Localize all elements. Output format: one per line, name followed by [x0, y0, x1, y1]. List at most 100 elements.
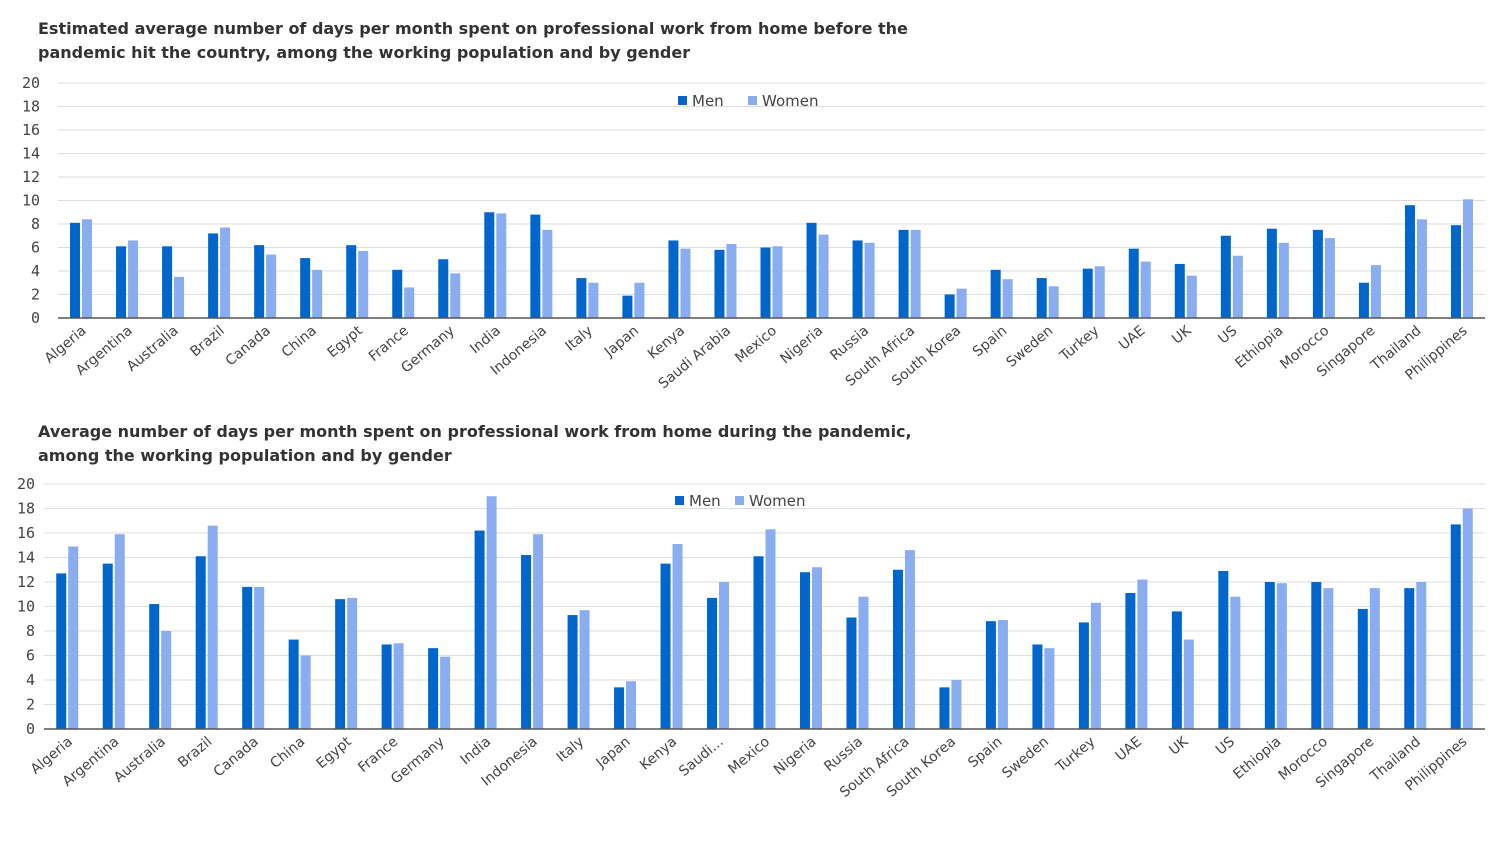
y-tick-label: 6 [31, 239, 40, 257]
bar-men-algeria [70, 222, 81, 318]
y-tick-label: 16 [22, 121, 40, 139]
legend-label-women: Women [762, 92, 818, 110]
bar-men-philippines [1450, 225, 1461, 318]
bar-men-germany [438, 259, 449, 318]
bar-women-singapore [1369, 588, 1380, 729]
bar-men-south-africa [892, 569, 903, 729]
bar-men-turkey [1078, 622, 1089, 729]
bar-women-uae [1140, 261, 1151, 318]
bar-men-egypt [335, 599, 346, 729]
x-tick-label: Egypt [325, 322, 367, 361]
bar-men-singapore [1357, 608, 1368, 729]
bar-women-india [496, 213, 507, 318]
bar-men-canada [254, 245, 265, 318]
x-tick-label: Nigeria [771, 734, 820, 778]
bar-women-algeria [82, 219, 93, 318]
bar-women-argentina [114, 534, 125, 729]
bar-men-morocco [1312, 229, 1323, 318]
bar-women-ethiopia [1276, 583, 1287, 729]
bar-women-uk [1183, 639, 1194, 729]
bar-men-india [484, 212, 495, 318]
bar-women-nigeria [818, 234, 829, 318]
bar-men-ethiopia [1264, 582, 1275, 729]
bar-men-saudi- [707, 597, 718, 729]
x-tick-label: Spain [965, 734, 1005, 771]
chart-title-line-2: among the working population and by gend… [38, 446, 452, 465]
bar-women-thailand [1416, 582, 1427, 729]
chart-during-pandemic: Average number of days per month spent o… [17, 422, 1485, 801]
bar-women-germany [440, 656, 451, 729]
x-tick-label: Mexico [732, 323, 780, 367]
bar-women-us [1232, 255, 1243, 318]
bar-men-argentina [102, 563, 113, 729]
bar-men-nigeria [799, 572, 810, 729]
bar-women-uk [1186, 275, 1197, 318]
bar-women-argentina [128, 240, 139, 318]
x-tick-label: UK [1169, 322, 1195, 347]
bar-women-nigeria [811, 567, 822, 729]
bar-men-south-africa [898, 229, 909, 318]
x-tick-label: UAE [1116, 323, 1148, 354]
bar-men-thailand [1404, 205, 1415, 318]
bar-women-brazil [220, 227, 231, 318]
bar-women-saudi- [719, 582, 730, 729]
bar-women-south-africa [910, 229, 921, 318]
x-tick-label: Sweden [1004, 323, 1057, 371]
bar-men-south-korea [939, 687, 950, 729]
y-tick-label: 14 [17, 549, 35, 567]
bar-men-germany [428, 648, 439, 729]
bar-women-italy [579, 610, 590, 729]
bar-women-kenya [672, 544, 683, 729]
x-tick-label: Ethiopia [1230, 734, 1284, 783]
bar-men-russia [852, 240, 863, 318]
legend-label-men: Men [689, 492, 721, 510]
bar-women-egypt [347, 597, 358, 729]
y-tick-label: 20 [17, 475, 35, 493]
x-tick-label: China [267, 734, 308, 772]
bar-men-sweden [1032, 644, 1043, 729]
y-tick-label: 10 [17, 598, 35, 616]
y-tick-label: 6 [26, 647, 35, 665]
x-tick-label: US [1213, 734, 1238, 759]
x-tick-label: Canada [211, 734, 262, 781]
bar-women-brazil [207, 525, 218, 729]
x-tick-label: Mexico [725, 734, 773, 778]
bar-men-australia [162, 246, 173, 318]
bar-women-south-korea [956, 288, 967, 318]
y-tick-label: 2 [31, 286, 40, 304]
y-tick-label: 14 [22, 145, 40, 163]
bar-men-italy [576, 278, 587, 318]
bar-women-morocco [1323, 588, 1334, 729]
bar-men-argentina [116, 246, 127, 318]
bar-men-mexico [753, 556, 764, 729]
x-tick-label: Kenya [637, 734, 680, 774]
bar-men-egypt [346, 245, 357, 318]
bar-women-south-korea [951, 680, 962, 729]
bar-men-italy [567, 615, 578, 729]
bar-men-morocco [1311, 582, 1322, 729]
plot-area: 02468101214161820AlgeriaArgentinaAustral… [22, 74, 1485, 392]
legend-swatch-men [678, 96, 687, 105]
bar-women-russia [858, 596, 869, 729]
legend-swatch-women [748, 96, 757, 105]
x-tick-label: Canada [223, 323, 274, 370]
y-tick-label: 0 [31, 309, 40, 327]
bar-women-indonesia [533, 534, 544, 729]
chart-title-line-1: Average number of days per month spent o… [38, 422, 912, 441]
bar-men-saudi-arabia [714, 249, 725, 318]
y-tick-label: 2 [26, 696, 35, 714]
legend-swatch-women [735, 496, 744, 505]
x-tick-label: Italy [554, 734, 588, 766]
y-tick-label: 4 [26, 671, 35, 689]
bar-men-sweden [1036, 278, 1047, 318]
bar-men-philippines [1450, 524, 1461, 729]
legend-label-men: Men [692, 92, 724, 110]
bar-women-france [393, 643, 404, 729]
bar-women-italy [588, 282, 599, 318]
bar-men-thailand [1404, 588, 1415, 729]
bar-women-canada [254, 586, 265, 729]
bar-men-algeria [56, 573, 67, 729]
bar-men-japan [622, 295, 633, 318]
x-tick-label: Brazil [187, 323, 227, 360]
